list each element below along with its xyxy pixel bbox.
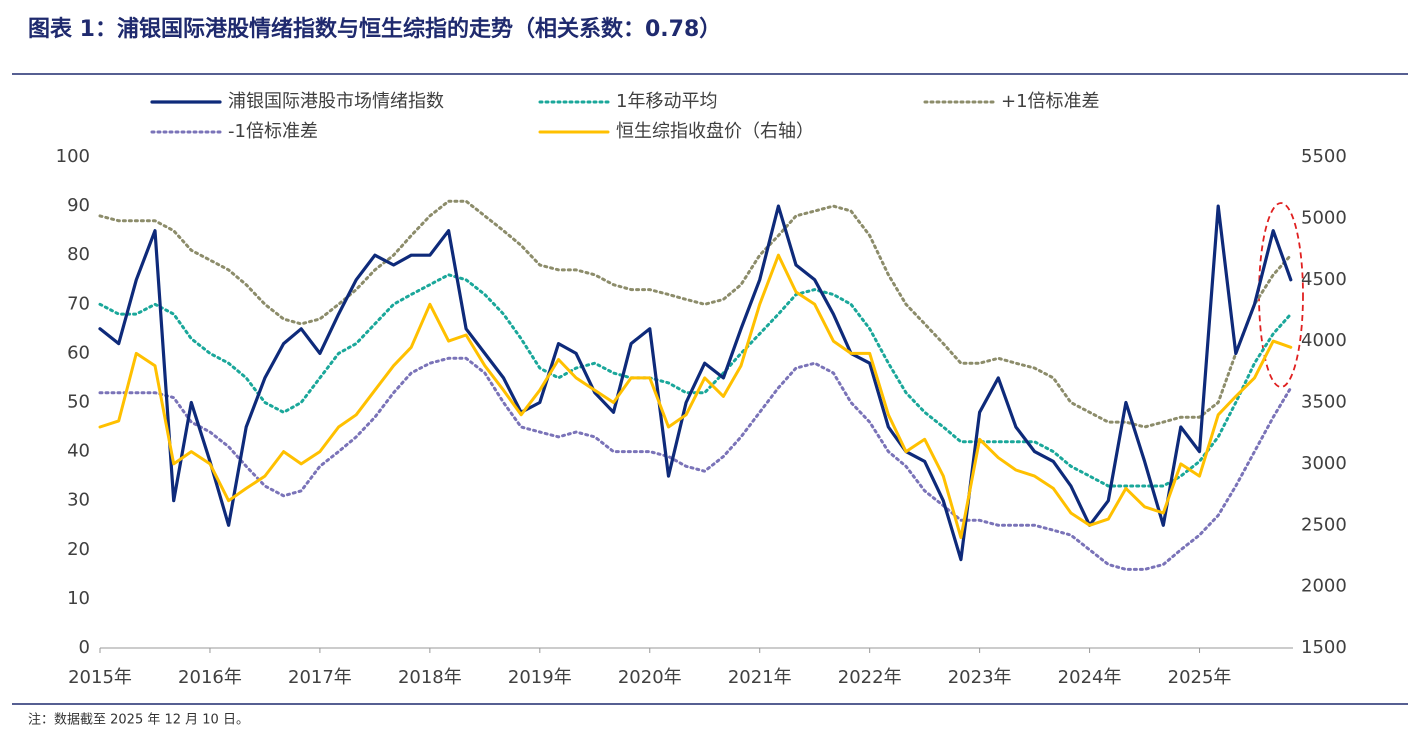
x-tick-label: 2016年 — [178, 667, 242, 688]
series-line — [98, 204, 1293, 562]
y-tick-label: 70 — [67, 293, 90, 314]
y2-tick-label: 4000 — [1301, 330, 1347, 351]
y-tick-label: 60 — [67, 342, 90, 363]
legend-label: -1倍标准差 — [228, 121, 318, 142]
footnote: 注：数据截至 2025 年 12 月 10 日。 — [28, 713, 249, 728]
y2-tick-label: 2000 — [1301, 576, 1347, 597]
x-tick-label: 2015年 — [68, 667, 132, 688]
y2-tick-label: 3500 — [1301, 392, 1347, 413]
y2-tick-label: 5000 — [1301, 207, 1347, 228]
x-tick-label: 2023年 — [948, 667, 1012, 688]
legend-label: +1倍标准差 — [1001, 91, 1100, 112]
y-tick-label: 80 — [67, 244, 90, 265]
y2-tick-label: 1500 — [1301, 637, 1347, 658]
y2-tick-label: 2500 — [1301, 514, 1347, 535]
y-tick-label: 100 — [56, 146, 90, 167]
y-tick-label: 10 — [67, 588, 90, 609]
legend-label: 浦银国际港股市场情绪指数 — [228, 91, 444, 112]
legend-label: 1年移动平均 — [616, 91, 717, 112]
y2-tick-label: 3000 — [1301, 453, 1347, 474]
y-tick-label: 50 — [67, 392, 90, 413]
y-tick-label: 20 — [67, 539, 90, 560]
y2-tick-label: 5500 — [1301, 146, 1347, 167]
y-tick-label: 30 — [67, 490, 90, 511]
x-tick-label: 2024年 — [1058, 667, 1122, 688]
x-tick-label: 2022年 — [838, 667, 902, 688]
x-tick-label: 2020年 — [618, 667, 682, 688]
y-tick-label: 40 — [67, 441, 90, 462]
y-tick-label: 0 — [79, 637, 90, 658]
highlight-ellipse — [1258, 202, 1304, 388]
y-tick-label: 90 — [67, 195, 90, 216]
x-tick-label: 2019年 — [508, 667, 572, 688]
y2-tick-label: 4500 — [1301, 269, 1347, 290]
x-tick-label: 2025年 — [1168, 667, 1232, 688]
x-tick-label: 2017年 — [288, 667, 352, 688]
legend-label: 恒生综指收盘价（右轴） — [616, 121, 814, 142]
series-line — [98, 199, 1293, 429]
series-line — [98, 253, 1293, 539]
series-line — [98, 273, 1293, 488]
chart-title: 图表 1：浦银国际港股情绪指数与恒生综指的走势（相关系数：0.78） — [28, 16, 721, 42]
series-line — [98, 356, 1293, 571]
x-tick-label: 2021年 — [728, 667, 792, 688]
x-tick-label: 2018年 — [398, 667, 462, 688]
